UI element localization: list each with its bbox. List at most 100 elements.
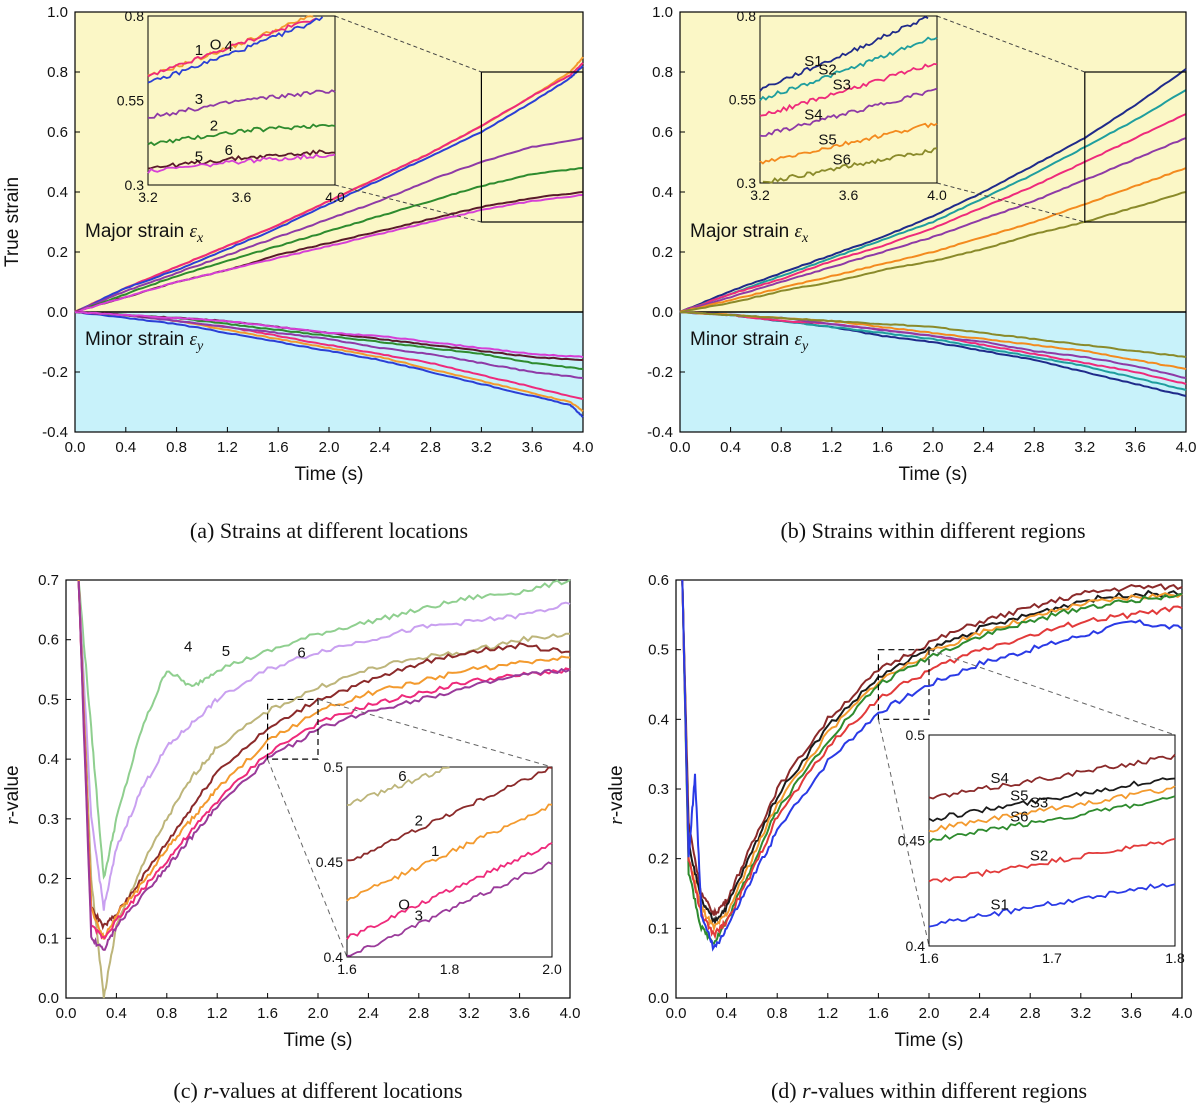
inset: 1.6 1.8 2.0 0.4 0.45 0.5 6 21 O3 bbox=[316, 759, 562, 977]
series-line-2 bbox=[77, 580, 570, 931]
x-tick-label: 2.8 bbox=[1020, 1005, 1041, 1022]
inset-series-label: S6 bbox=[1010, 809, 1028, 826]
series-line-5-minor bbox=[74, 311, 584, 358]
x-tick-label: 1.6 bbox=[868, 1005, 889, 1022]
panel-caption: (b) Strains within different regions bbox=[780, 518, 1085, 543]
inset-series-S6 bbox=[762, 147, 938, 184]
minor-region-bg bbox=[680, 312, 1186, 432]
series-line-O bbox=[77, 582, 571, 940]
inset-y-tick-label: 0.45 bbox=[898, 833, 925, 849]
inset-y-tick-label: 0.8 bbox=[125, 8, 145, 24]
x-tick-label: 2.0 bbox=[308, 1005, 329, 1022]
inset-y-tick-label: 0.55 bbox=[729, 92, 756, 108]
x-tick-label: 0.4 bbox=[716, 1005, 737, 1022]
x-tick-label: 3.6 bbox=[1125, 439, 1146, 456]
x-tick-label: 2.4 bbox=[969, 1005, 990, 1022]
y-tick-label: -0.2 bbox=[647, 364, 673, 381]
inset-x-tick-label: 3.6 bbox=[232, 189, 252, 205]
inset-series-label: S4 bbox=[991, 770, 1009, 787]
series-label: 4 bbox=[184, 639, 192, 656]
inset-series-label: S6 bbox=[833, 151, 851, 168]
series-line-S2 bbox=[681, 579, 1183, 940]
x-tick-label: 1.2 bbox=[817, 1005, 838, 1022]
x-tick-label: 0.8 bbox=[771, 439, 792, 456]
series-line-3 bbox=[77, 580, 571, 951]
panel-a: 0.0 0.4 0.8 1.2 1.6 2.0 2.4 2.8 3.2 3.6 4.0 -0.4 -0.… bbox=[2, 4, 593, 543]
y-tick-label: 1.0 bbox=[652, 4, 673, 21]
y-tick-label: -0.4 bbox=[647, 424, 673, 441]
inset-series-label: S1 bbox=[804, 53, 822, 70]
inset-series-label: S5 bbox=[1010, 787, 1028, 804]
y-tick-label: 0.1 bbox=[38, 930, 59, 947]
inset-x-tick-label: 3.6 bbox=[839, 187, 859, 203]
y-axis-label: r-value bbox=[606, 765, 627, 824]
inset-series-label: S2 bbox=[1030, 847, 1048, 864]
x-axis-label: Time (s) bbox=[899, 464, 968, 485]
y-tick-label: 0.2 bbox=[47, 244, 68, 261]
inset-series-6 bbox=[147, 149, 336, 170]
inset-series-label: S2 bbox=[818, 62, 836, 79]
inset-series-1 bbox=[346, 803, 553, 902]
inset-x-tick-label: 3.2 bbox=[750, 187, 770, 203]
inset-series-label: S3 bbox=[833, 76, 851, 93]
series-line-S5 bbox=[681, 580, 1183, 926]
y-tick-label: 0.5 bbox=[38, 691, 59, 708]
inset-series-label: 1 bbox=[431, 843, 439, 860]
inset-frame bbox=[928, 734, 1176, 947]
x-axis-label: Time (s) bbox=[895, 1030, 964, 1051]
inset-series-label: O bbox=[398, 896, 410, 913]
major-strain-label: Major strain εx bbox=[85, 221, 204, 246]
inset-series-label: S1 bbox=[991, 896, 1009, 913]
x-tick-label: 2.0 bbox=[923, 439, 944, 456]
x-tick-label: 2.4 bbox=[369, 439, 390, 456]
y-axis-label: True strain bbox=[2, 177, 23, 267]
x-tick-label: 3.6 bbox=[1121, 1005, 1142, 1022]
y-tick-label: 0.6 bbox=[652, 124, 673, 141]
x-tick-label: 0.0 bbox=[666, 1005, 687, 1022]
inset-series-label: O bbox=[210, 37, 222, 54]
x-tick-label: 3.6 bbox=[522, 439, 543, 456]
x-tick-label: 2.4 bbox=[358, 1005, 379, 1022]
zoom-connector bbox=[936, 182, 1085, 223]
x-tick-label: 4.0 bbox=[1176, 439, 1197, 456]
x-tick-label: 3.2 bbox=[1070, 1005, 1091, 1022]
y-tick-label: 0.6 bbox=[47, 124, 68, 141]
inset-y-tick-label: 0.3 bbox=[125, 177, 145, 193]
x-tick-label: 4.0 bbox=[573, 439, 594, 456]
series-label: 5 bbox=[222, 643, 230, 660]
y-tick-label: 0.2 bbox=[652, 244, 673, 261]
y-axis-label: r-value bbox=[2, 765, 23, 824]
x-tick-label: 2.8 bbox=[408, 1005, 429, 1022]
y-tick-label: 0.4 bbox=[652, 184, 673, 201]
y-tick-label: 0.0 bbox=[38, 990, 59, 1007]
minor-strain-label: Minor strain εy bbox=[690, 329, 809, 354]
inset-series-label: S5 bbox=[818, 132, 836, 149]
x-axis-label: Time (s) bbox=[284, 1030, 353, 1051]
y-tick-label: -0.4 bbox=[42, 424, 68, 441]
x-tick-label: 0.0 bbox=[65, 439, 86, 456]
x-tick-label: 0.0 bbox=[56, 1005, 77, 1022]
major-strain-label: Major strain εx bbox=[690, 221, 809, 246]
y-tick-label: 0.2 bbox=[648, 851, 669, 868]
panel-caption: (c) r-values at different locations bbox=[173, 1078, 462, 1103]
x-tick-label: 4.0 bbox=[560, 1005, 581, 1022]
inset-series-S2 bbox=[928, 838, 1176, 883]
series-line-3-minor bbox=[74, 311, 584, 379]
inset-x-tick-label: 1.7 bbox=[1042, 950, 1062, 966]
inset-series-2 bbox=[347, 766, 553, 862]
inset-series-S1 bbox=[928, 883, 1176, 928]
inset-series-label: 2 bbox=[210, 118, 218, 135]
inset-series-S2 bbox=[759, 36, 938, 102]
inset-y-tick-label: 0.45 bbox=[316, 854, 343, 870]
series-line-3 bbox=[74, 137, 584, 313]
inset-series-S3 bbox=[928, 785, 1176, 833]
inset-series-2 bbox=[147, 123, 336, 147]
inset-series-S5 bbox=[759, 122, 938, 165]
inset-series-label: S3 bbox=[1030, 795, 1048, 812]
series-line-S2 bbox=[679, 89, 1187, 314]
inset: 3.2 3.6 4.0 0.3 0.55 0.8 1 O 4 326 5 bbox=[117, 8, 345, 205]
series-line-4 bbox=[77, 579, 571, 880]
zoom-box bbox=[267, 698, 319, 760]
inset-series-S1 bbox=[759, 15, 929, 92]
